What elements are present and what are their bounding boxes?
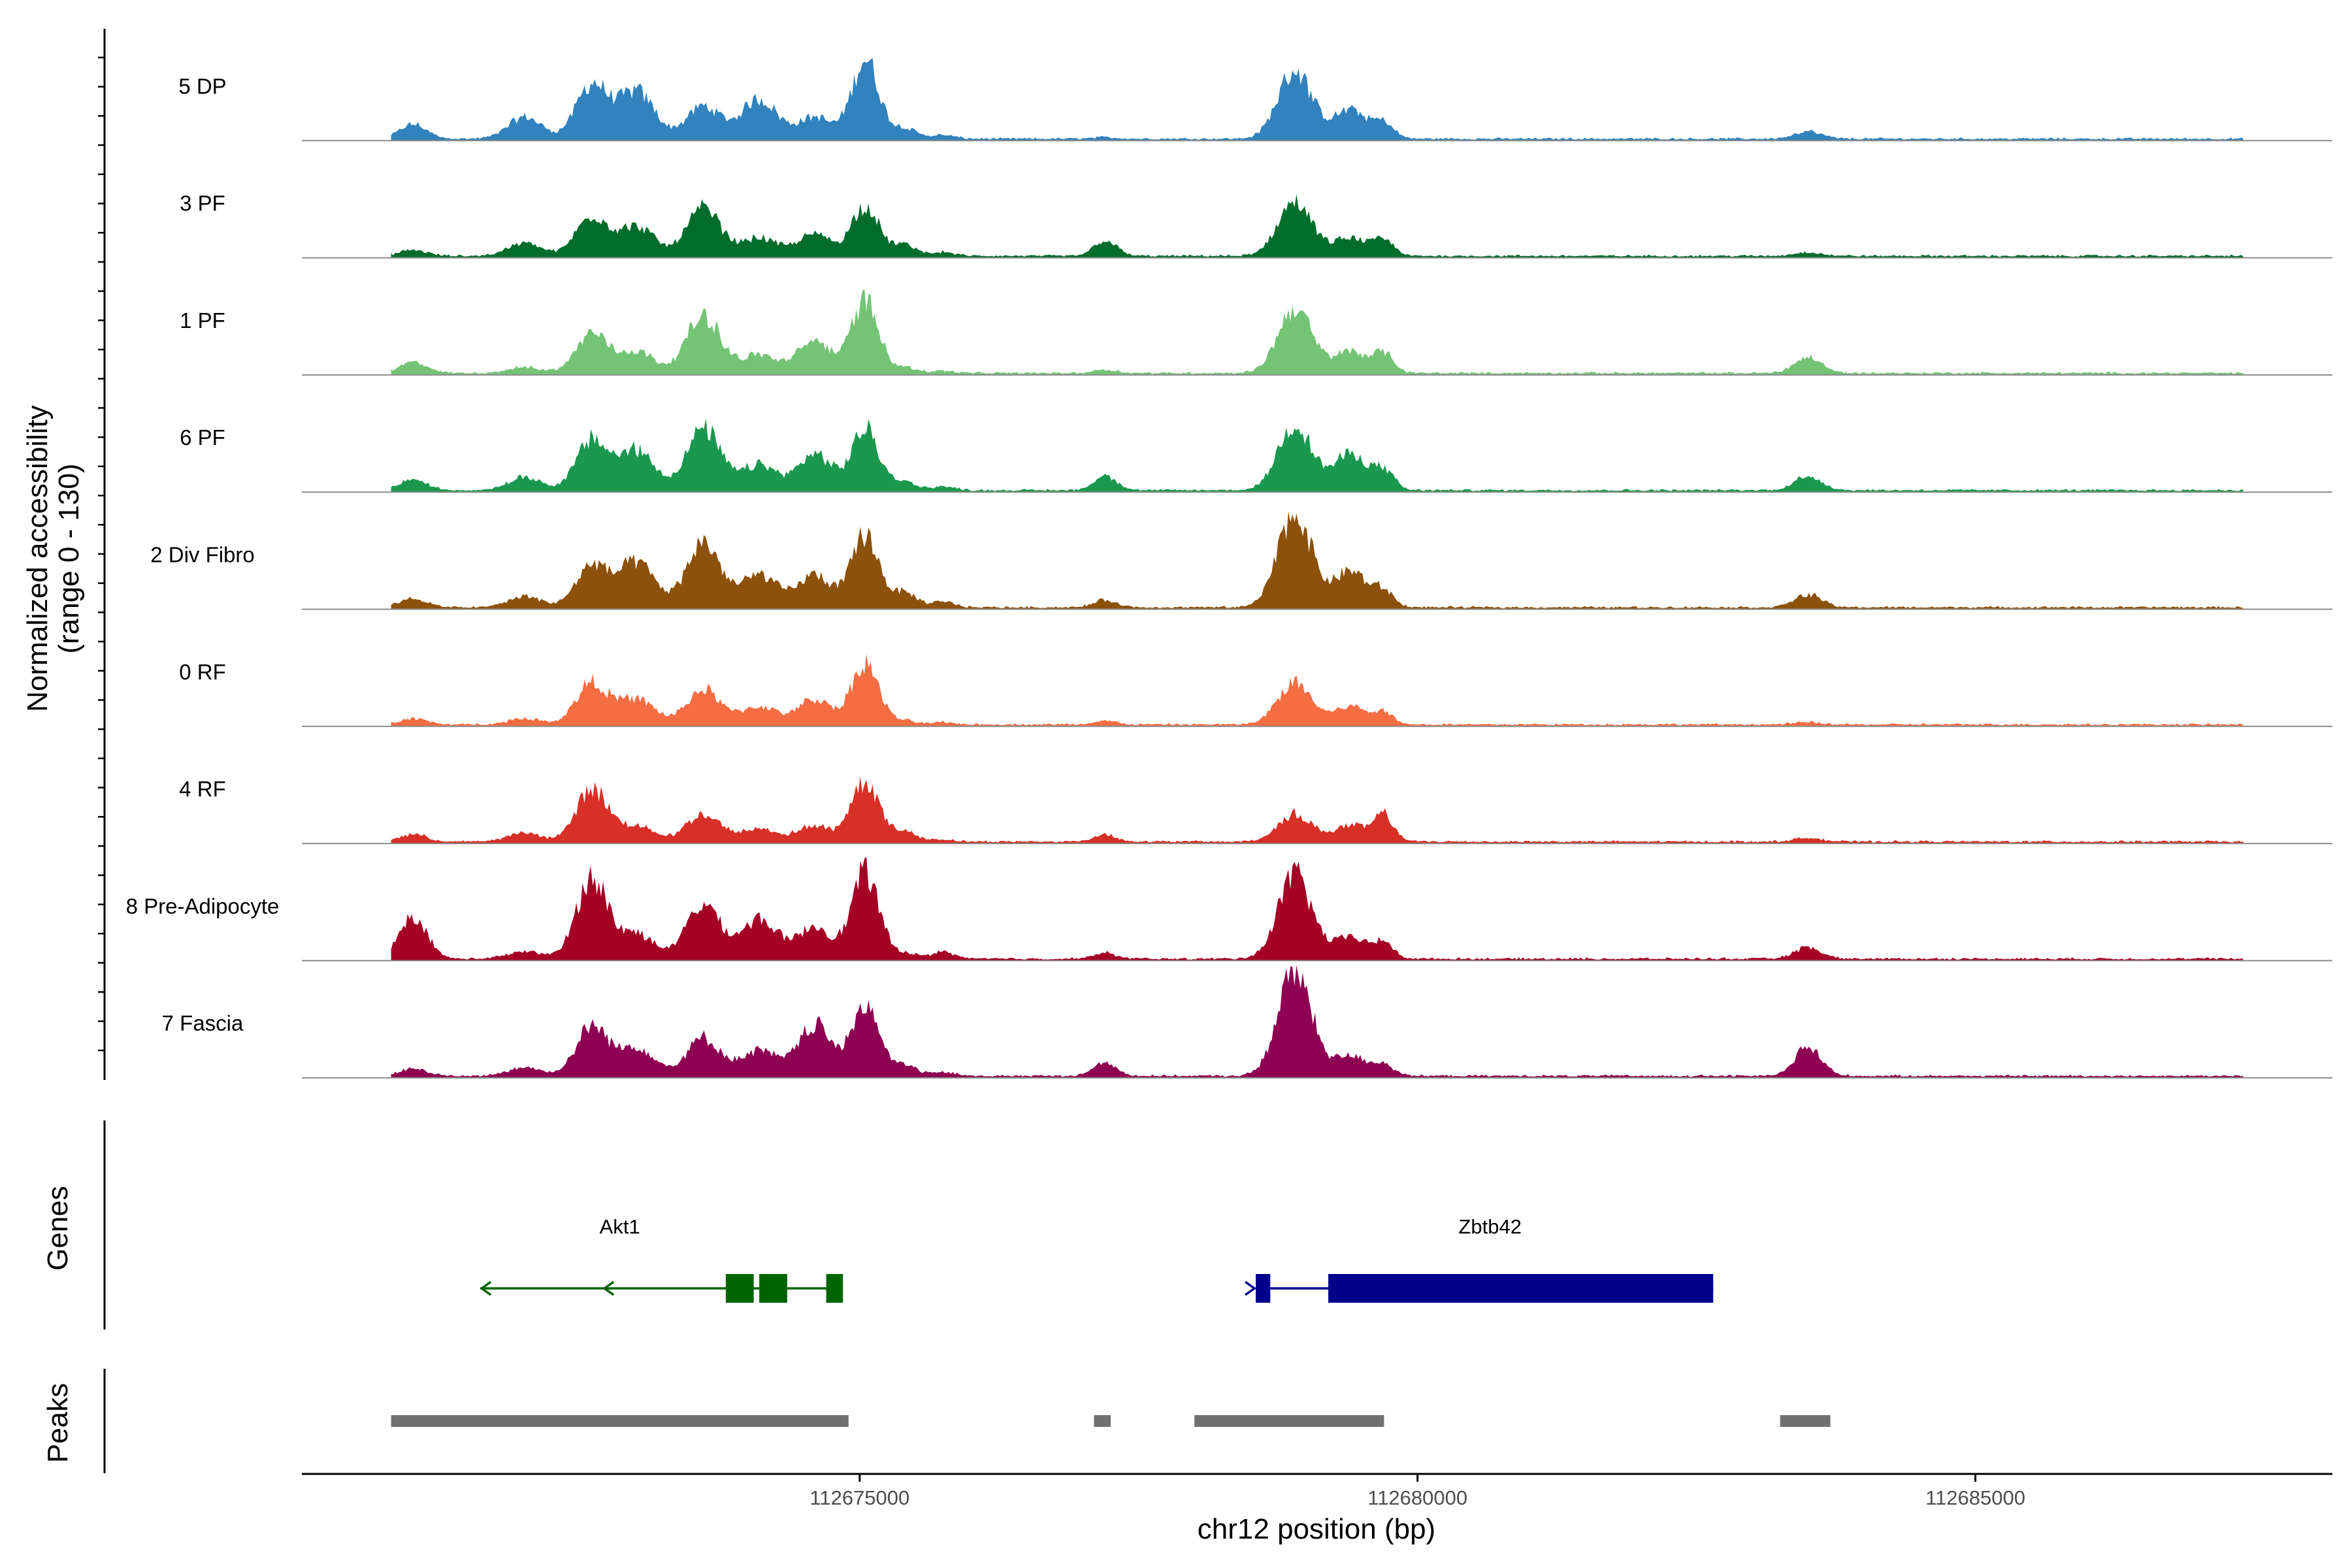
gene-label: Akt1 xyxy=(600,1215,640,1238)
track-2-div-fibro: 2 Div Fibro xyxy=(150,511,2332,610)
gene-label: Zbtb42 xyxy=(1458,1215,1522,1238)
coverage-area xyxy=(391,965,2244,1078)
x-tick-label: 112675000 xyxy=(809,1486,909,1509)
track-3-pf: 3 PF xyxy=(180,191,2332,259)
peak-region xyxy=(1194,1415,1384,1427)
gene-exon xyxy=(826,1274,843,1303)
track-5-dp: 5 DP xyxy=(178,57,2332,142)
gene-akt1: Akt1 xyxy=(480,1215,843,1303)
x-axis-title: chr12 position (bp) xyxy=(1198,1513,1435,1545)
coverage-area xyxy=(391,511,2244,610)
track-8-pre-adipocyte: 8 Pre-Adipocyte xyxy=(126,857,2332,962)
track-label: 8 Pre-Adipocyte xyxy=(126,894,280,918)
coverage-tracks: 5 DP 3 PF 1 PF 6 PF 2 Div Fibro 0 RF 4 RF 8 Pre… xyxy=(126,57,2332,1079)
y-axis-title-range: (range 0 - 130) xyxy=(53,463,85,653)
strand-arrow xyxy=(602,1281,615,1296)
gene-exon xyxy=(1256,1274,1271,1303)
peak-region xyxy=(391,1415,849,1427)
y-axis xyxy=(98,29,106,1080)
track-6-pf: 6 PF xyxy=(180,418,2332,493)
y-axis-title: Normalized accessibility xyxy=(22,405,54,711)
track-label: 2 Div Fibro xyxy=(150,543,255,567)
track-0-rf: 0 RF xyxy=(179,654,2332,727)
coverage-area xyxy=(391,289,2244,375)
coverage-area xyxy=(391,654,2244,727)
genes-track-title: Genes xyxy=(42,1186,74,1271)
track-label: 4 RF xyxy=(179,777,226,801)
strand-arrow xyxy=(1245,1281,1257,1296)
gene-zbtb42: Zbtb42 xyxy=(1245,1215,1714,1303)
track-7-fascia: 7 Fascia xyxy=(162,965,2332,1079)
track-label: 5 DP xyxy=(178,74,226,98)
x-axis: 112675000 112680000 112685000 xyxy=(302,1473,2332,1509)
peak-region xyxy=(1780,1415,1831,1427)
coverage-area xyxy=(391,418,2244,493)
peaks-track xyxy=(103,1369,1831,1473)
gene-exon xyxy=(759,1274,787,1303)
gene-exon xyxy=(1328,1274,1714,1303)
genes-track: Akt1 Zbtb42 xyxy=(103,1120,1714,1330)
coverage-area xyxy=(391,857,2244,961)
track-label: 7 Fascia xyxy=(162,1011,244,1036)
track-label: 0 RF xyxy=(179,660,226,684)
track-label: 3 PF xyxy=(180,191,225,216)
track-4-rf: 4 RF xyxy=(179,776,2332,845)
track-label: 1 PF xyxy=(180,308,225,333)
coverage-area xyxy=(391,776,2244,844)
x-tick-label: 112685000 xyxy=(1925,1486,2025,1509)
coverage-area xyxy=(391,57,2244,141)
coverage-area xyxy=(391,194,2244,258)
peaks-track-title: Peaks xyxy=(42,1383,74,1463)
track-label: 6 PF xyxy=(180,425,225,449)
x-tick-label: 112680000 xyxy=(1367,1486,1467,1509)
track-1-pf: 1 PF xyxy=(180,289,2332,376)
gene-exon xyxy=(725,1274,754,1303)
strand-arrow xyxy=(480,1281,492,1296)
peak-region xyxy=(1094,1415,1111,1427)
